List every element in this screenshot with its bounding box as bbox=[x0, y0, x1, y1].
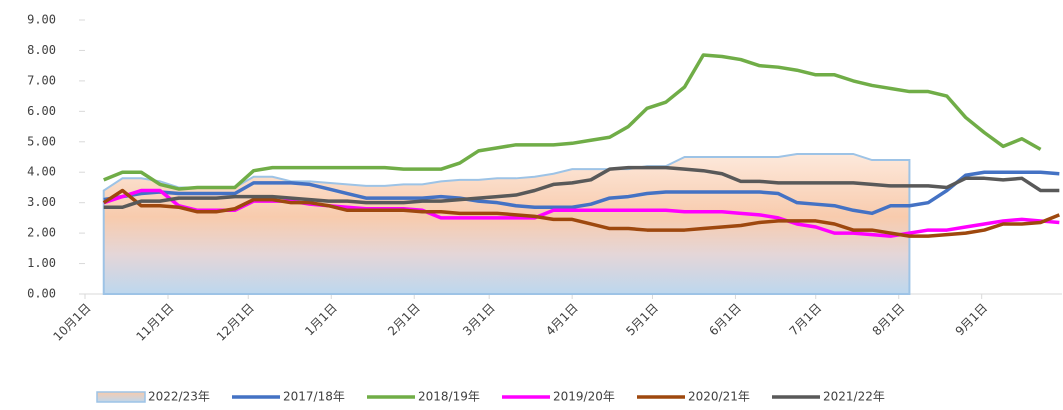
legend-label: 2021/22年 bbox=[823, 390, 885, 404]
legend-label: 2017/18年 bbox=[283, 390, 345, 404]
x-tick-label: 2月1日 bbox=[385, 301, 423, 339]
y-tick-label: 8.00 bbox=[27, 43, 56, 57]
line bbox=[103, 53, 1042, 191]
x-tick-label: 5月1日 bbox=[623, 301, 661, 339]
legend-swatch bbox=[96, 391, 146, 403]
x-tick-label: 3月1日 bbox=[460, 301, 498, 339]
x-tick-label: 1月1日 bbox=[302, 301, 340, 339]
y-tick-label: 6.00 bbox=[27, 104, 56, 118]
legend-label: 2019/20年 bbox=[553, 390, 615, 404]
y-tick-label: 5.00 bbox=[27, 134, 56, 148]
y-tick-label: 1.00 bbox=[27, 256, 56, 270]
line bbox=[103, 170, 1060, 216]
plot-area: 0.00 1.00 2.00 3.00 4.00 5.00 6.00 7.00 8.00 9.00… bbox=[27, 13, 1062, 344]
x-tick-label: 10月1日 bbox=[51, 301, 94, 344]
y-tick-label: 0.00 bbox=[27, 287, 56, 301]
legend: 2022/23年 2017/18年 2018/19年 2019/20年 2020/21年… bbox=[96, 390, 885, 404]
y-tick-label: 7.00 bbox=[27, 73, 56, 87]
y-tick-label: 4.00 bbox=[27, 165, 56, 179]
x-tick-label: 6月1日 bbox=[706, 301, 744, 339]
line bbox=[102, 188, 1060, 238]
x-tick-label: 4月1日 bbox=[543, 301, 581, 339]
legend-label: 2020/21年 bbox=[688, 390, 750, 404]
legend-label: 2022/23年 bbox=[148, 390, 210, 404]
y-tick-label: 2.00 bbox=[27, 226, 56, 240]
y-tick-label: 9.00 bbox=[27, 13, 56, 27]
legend-label: 2018/19年 bbox=[418, 390, 480, 404]
line bbox=[103, 165, 1060, 209]
x-tick-label: 8月1日 bbox=[870, 301, 908, 339]
area bbox=[102, 152, 911, 295]
x-tick-label: 7月1日 bbox=[787, 301, 825, 339]
x-tick-label: 9月1日 bbox=[953, 301, 991, 339]
x-tick-label: 11月1日 bbox=[134, 301, 177, 344]
y-tick-label: 3.00 bbox=[27, 195, 56, 209]
x-tick-label: 12月1日 bbox=[214, 301, 257, 344]
